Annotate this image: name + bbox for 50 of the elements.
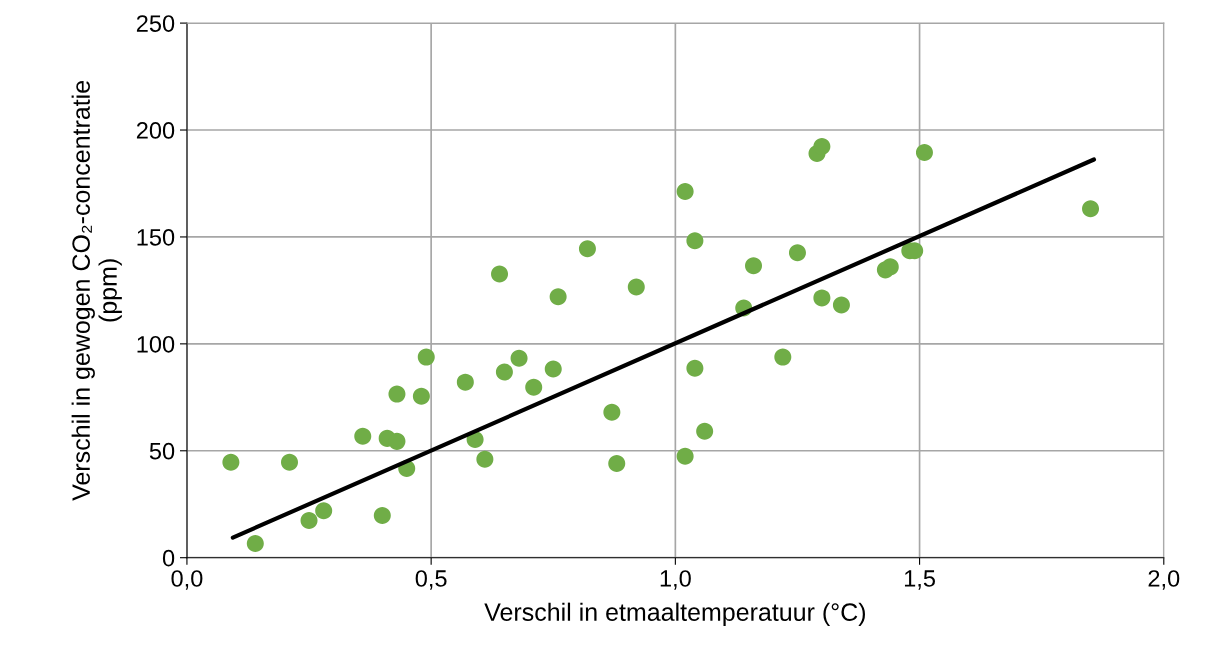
y-tick-label: 200 [136,122,175,139]
x-tick-label: 1,0 [660,570,691,590]
point [354,427,372,445]
point [813,289,831,307]
point [417,348,435,366]
point [491,265,509,283]
y-tick-label: 100 [137,335,175,353]
point [315,502,333,520]
point [525,378,543,396]
point [300,511,318,529]
point [676,447,694,465]
point [578,240,596,258]
y-tick-label: 250 [136,15,175,32]
point [280,453,299,471]
point [495,363,513,381]
point [412,387,430,405]
x-axis-title: Verschil in etmaaltemperatuur (°C) [484,602,865,626]
point [1082,200,1100,218]
x-tick-label: 1,5 [904,570,935,590]
point [676,183,694,201]
x-tick-label: 2,0 [1148,570,1180,590]
y-tick-label: 50 [149,442,175,460]
point [373,507,391,525]
point [788,244,806,262]
x-tick-label: 0,5 [415,570,447,590]
point [881,258,899,276]
point [608,454,626,472]
point [696,422,714,440]
point [813,137,831,155]
x-tick-label: 0,0 [171,570,203,590]
point [510,349,528,367]
y-tick-label: 150 [137,229,175,246]
point [388,432,406,450]
point [456,373,474,391]
point [246,535,264,553]
point [686,232,704,250]
point [686,359,704,377]
point [774,348,792,366]
point [915,143,933,161]
point [627,278,645,296]
point [832,296,850,314]
point [745,257,763,275]
point [388,385,406,403]
point [544,360,562,378]
y-axis-title: Verschil in gewogen CO₂-concentratie (ppm) [71,80,122,501]
point [222,453,240,471]
point [476,450,494,468]
point [603,403,621,421]
y-tick-label: 0 [162,549,175,567]
point [549,288,567,306]
